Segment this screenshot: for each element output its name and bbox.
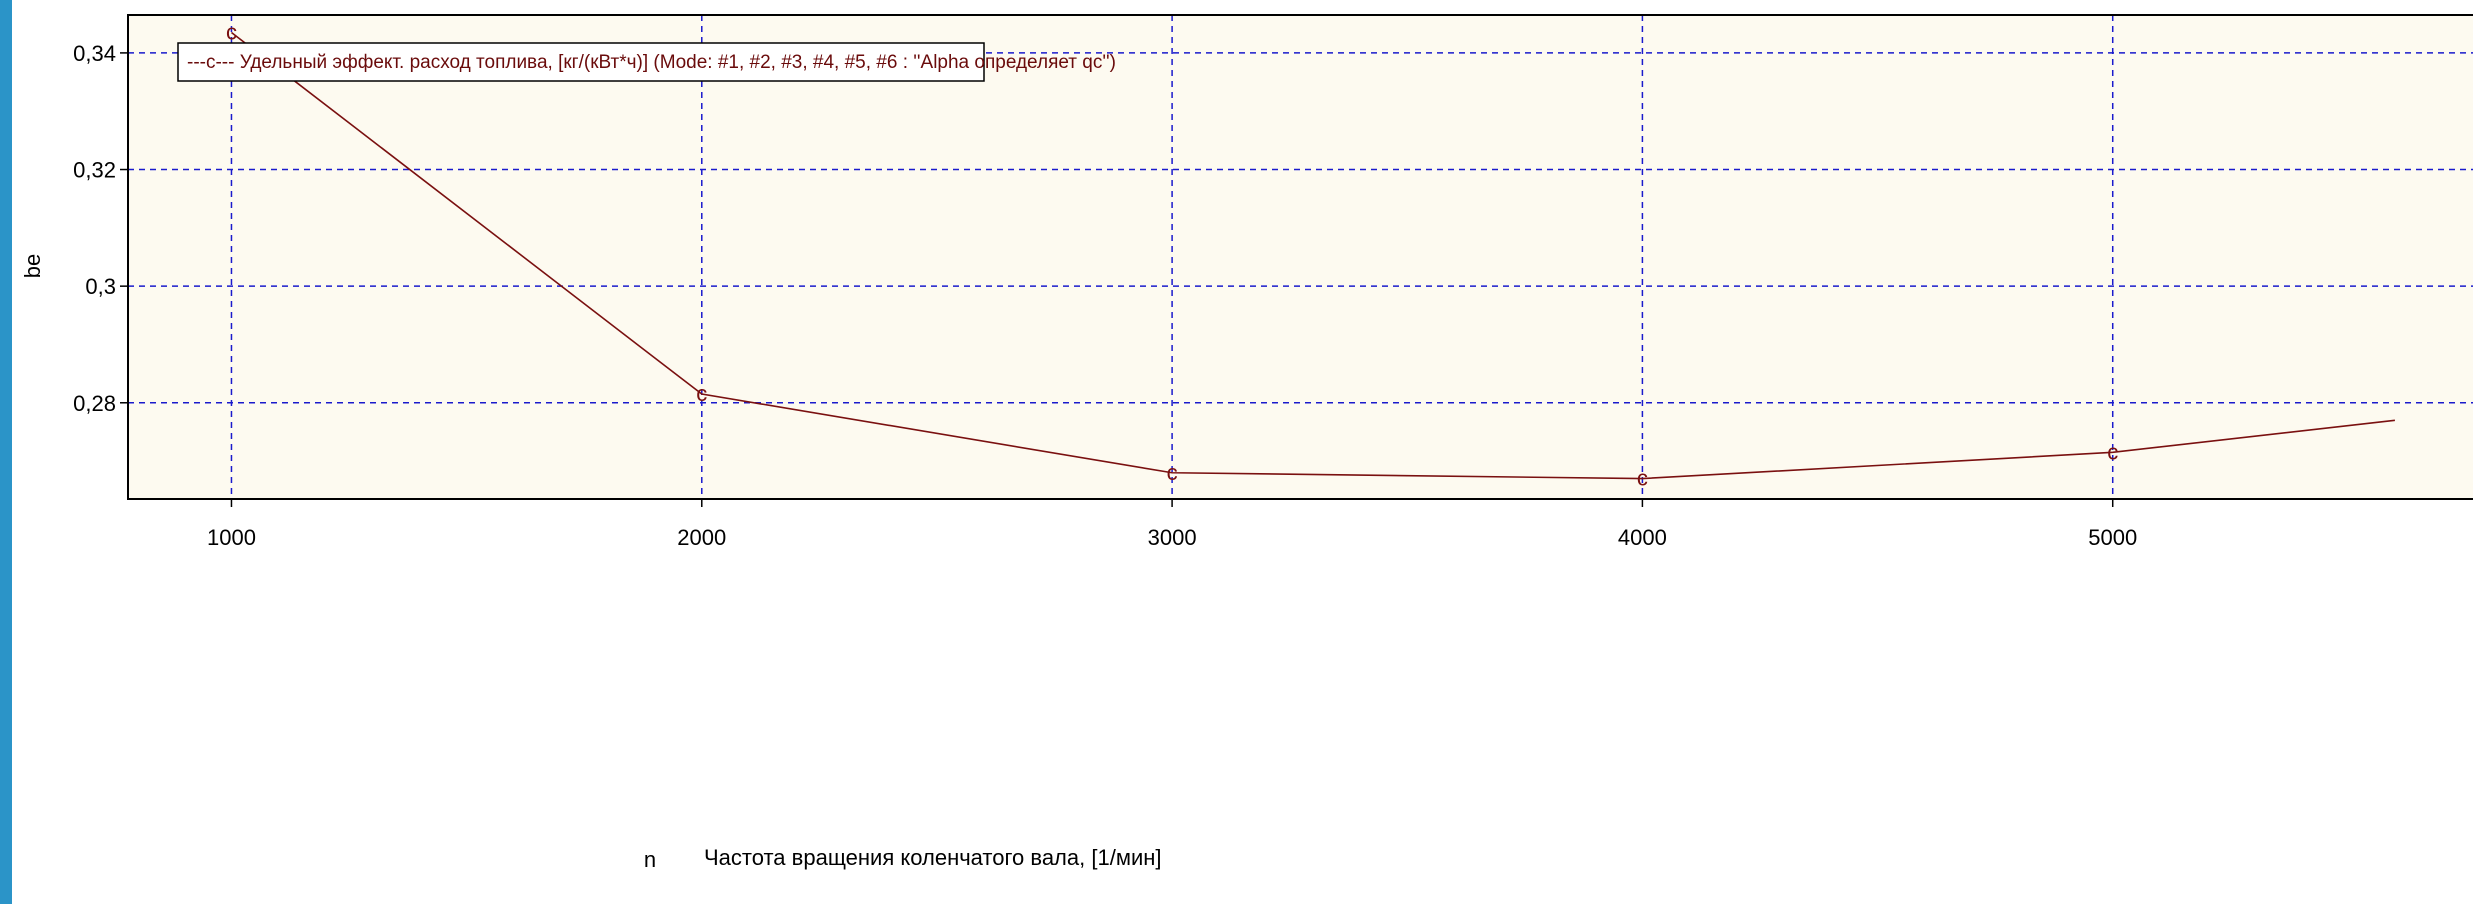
x-tick-label: 4000 [1618,525,1667,550]
data-point-marker: c [1637,466,1648,491]
chart: c c c c c 1000 2000 3000 4000 5000 0,28 0,3 0,32 0,3… [20,14,2473,872]
y-tick-label: 0,34 [73,41,116,66]
series-line [230,31,2395,480]
x-tick-label: 1000 [207,525,256,550]
data-point-marker: c [226,19,237,44]
tick-layer: 1000 2000 3000 4000 5000 0,28 0,3 0,32 0,34 [73,41,2137,550]
y-axis-label: be [20,254,45,278]
x-axis-label: n [644,847,656,872]
x-tick-label: 2000 [677,525,726,550]
plot-area [128,15,2473,499]
plot-frame [127,14,2473,500]
y-tick-label: 0,32 [73,158,116,183]
legend-box [177,42,985,82]
data-point-marker: c [1167,460,1178,485]
legend: ---c--- Удельный эффект. расход топлива,… [177,42,1116,82]
data-point-marker: c [2107,439,2118,464]
series-layer: c c c c c [226,19,2395,491]
y-tick-label: 0,3 [85,274,116,299]
x-tick-label: 5000 [2088,525,2137,550]
data-point-marker: c [696,381,707,406]
x-axis-caption: Частота вращения коленчатого вала, [1/ми… [704,845,1162,870]
x-tick-label: 3000 [1148,525,1197,550]
legend-entry: ---c--- Удельный эффект. расход топлива,… [187,52,1116,73]
y-tick-label: 0,28 [73,391,116,416]
chart-window: c c c c c 1000 2000 3000 4000 5000 0,28 0,3 0,32 0,3… [12,0,2473,904]
